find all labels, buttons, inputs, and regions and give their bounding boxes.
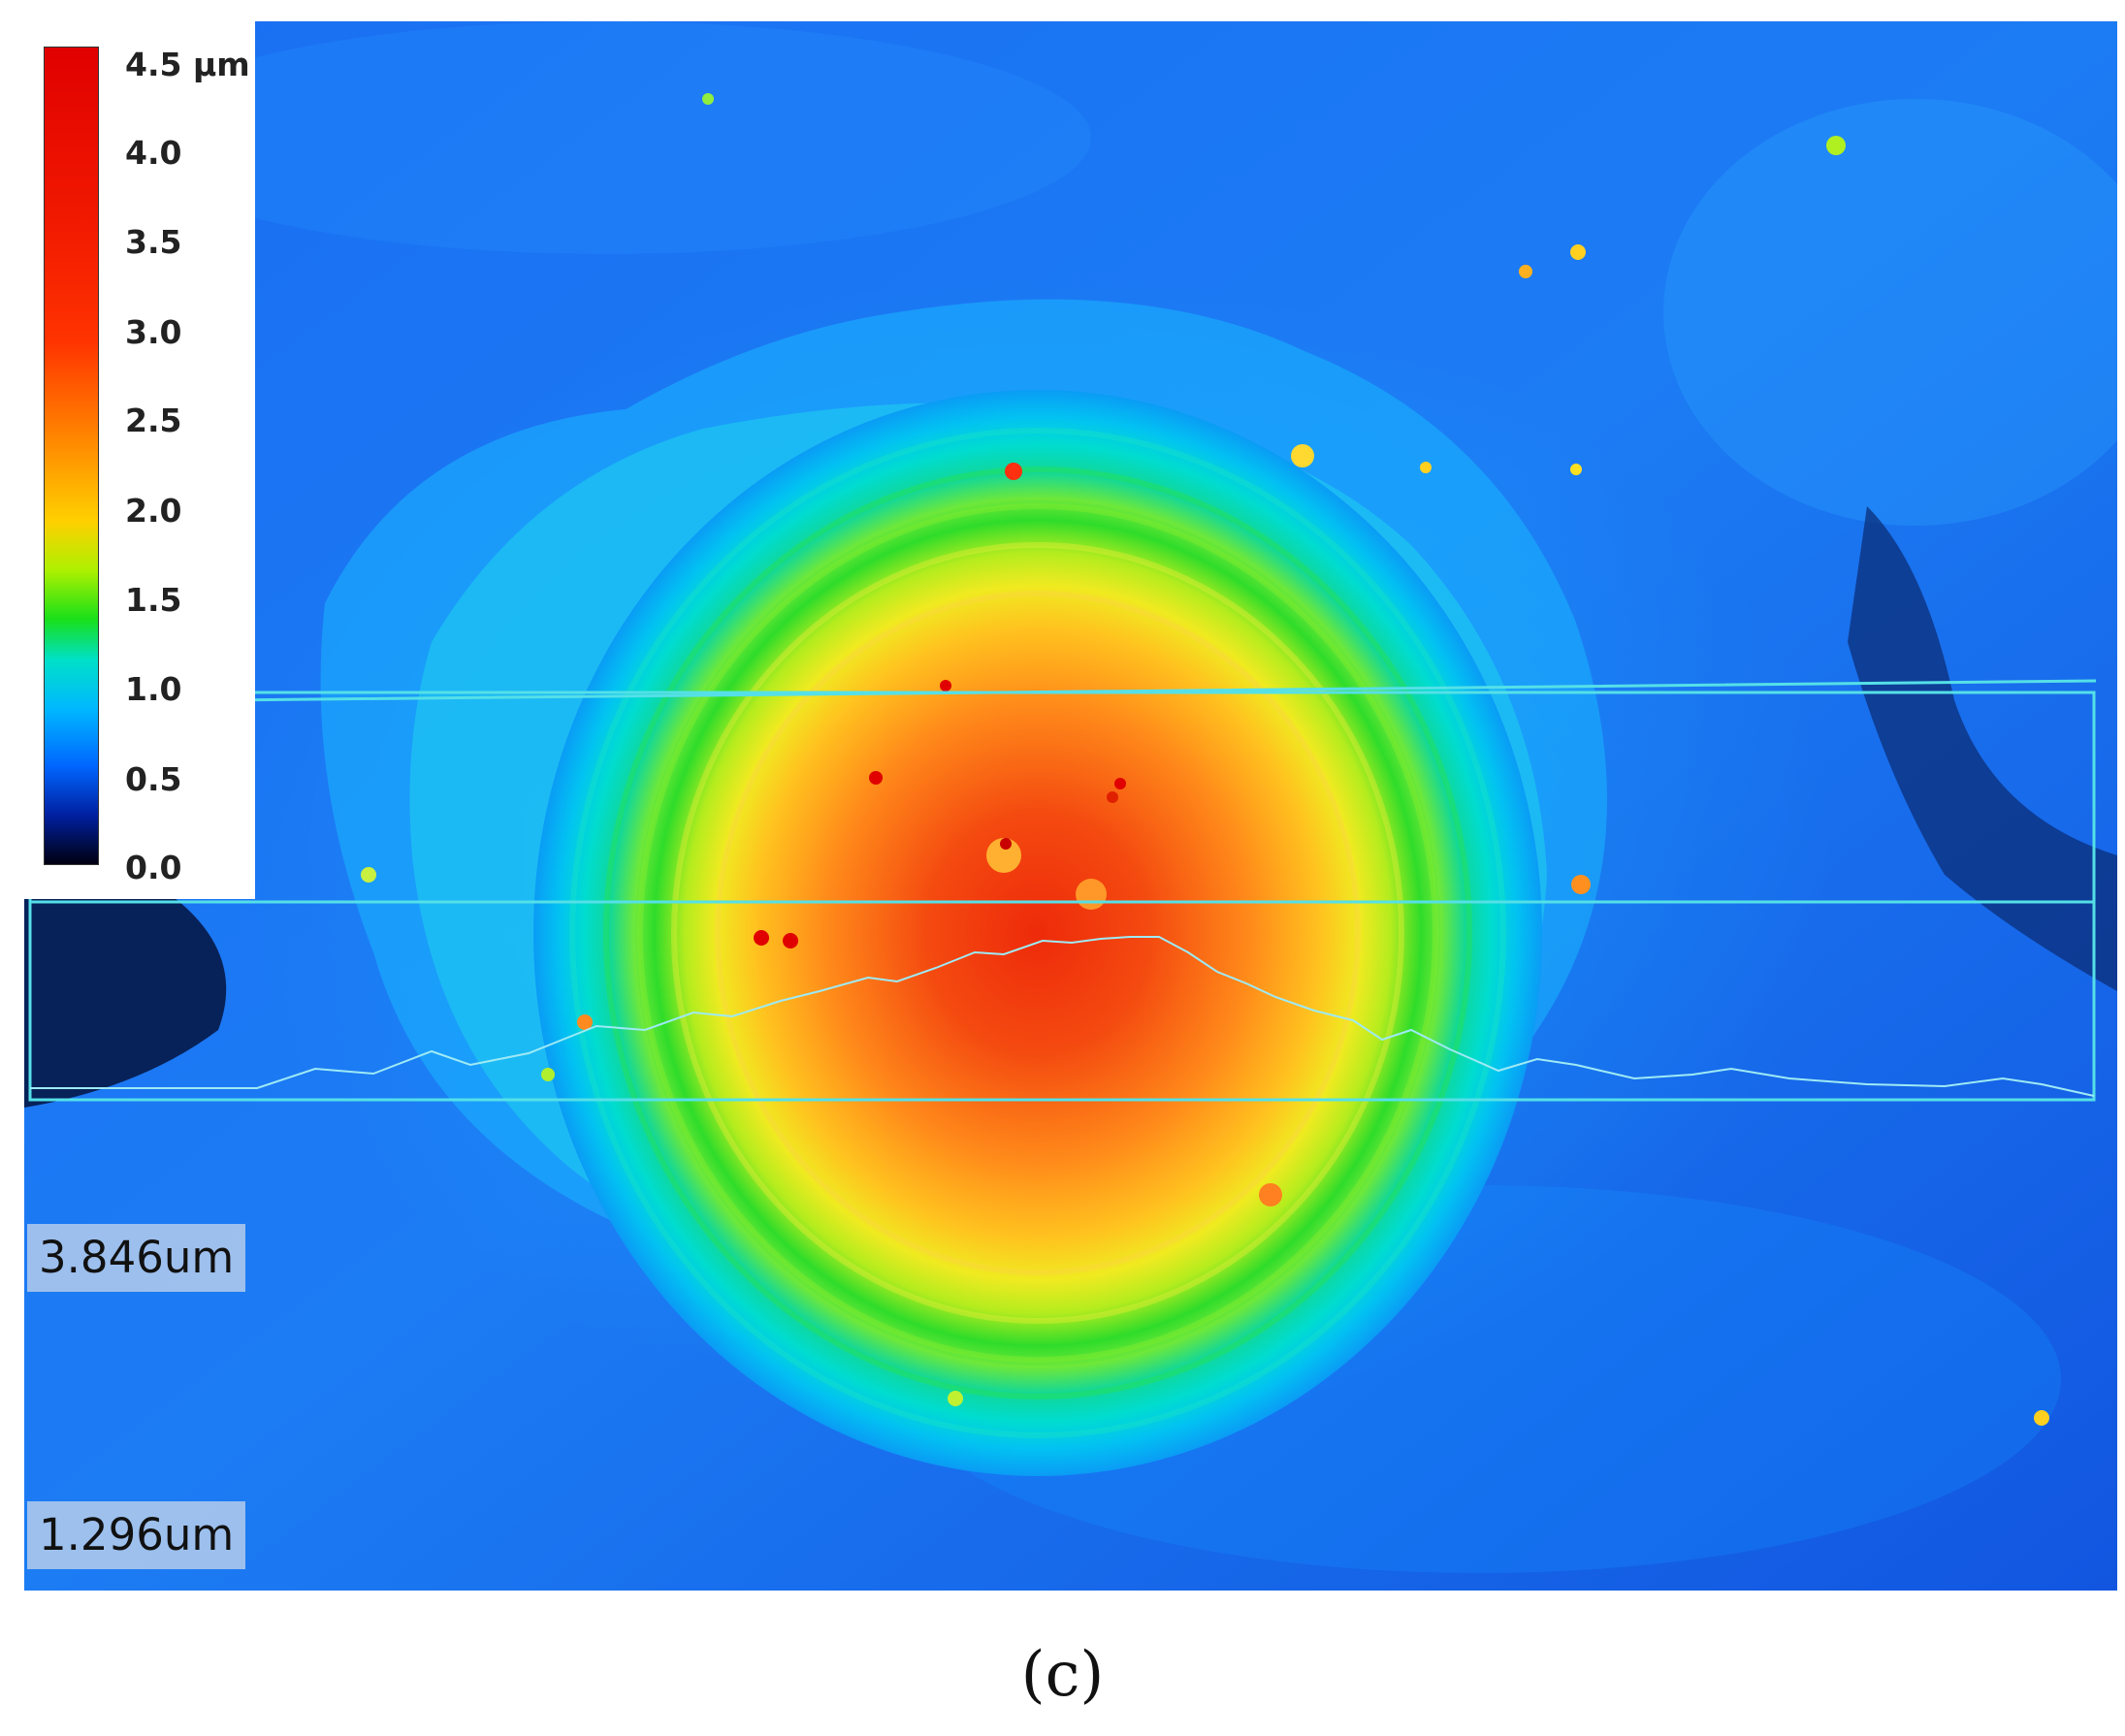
colorbar-tick-1-0: 1.0 [125, 670, 182, 708]
height-map-image [24, 21, 2117, 1591]
colorbar-tick-4-5: 4.5 µm [125, 46, 250, 83]
colorbar-gradient [44, 47, 99, 865]
colorbar-legend: 4.5 µm 4.0 3.5 3.0 2.5 2.0 1.5 1.0 0.5 0… [24, 21, 255, 899]
colorbar-tick-2-0: 2.0 [125, 492, 182, 530]
profile-min-label: 1.296um [27, 1501, 246, 1569]
colorbar-tick-4-0: 4.0 [125, 134, 182, 172]
colorbar-tick-3-0: 3.0 [125, 313, 182, 351]
colorbar-tick-1-5: 1.5 [125, 581, 182, 619]
colorbar-tick-0-5: 0.5 [125, 760, 182, 798]
profile-max-label: 3.846um [27, 1224, 246, 1292]
colorbar-tick-3-5: 3.5 [125, 223, 182, 261]
colorbar-tick-2-5: 2.5 [125, 402, 182, 439]
panel-caption: (c) [1020, 1639, 1105, 1711]
colorbar-tick-0-0: 0.0 [125, 849, 182, 886]
